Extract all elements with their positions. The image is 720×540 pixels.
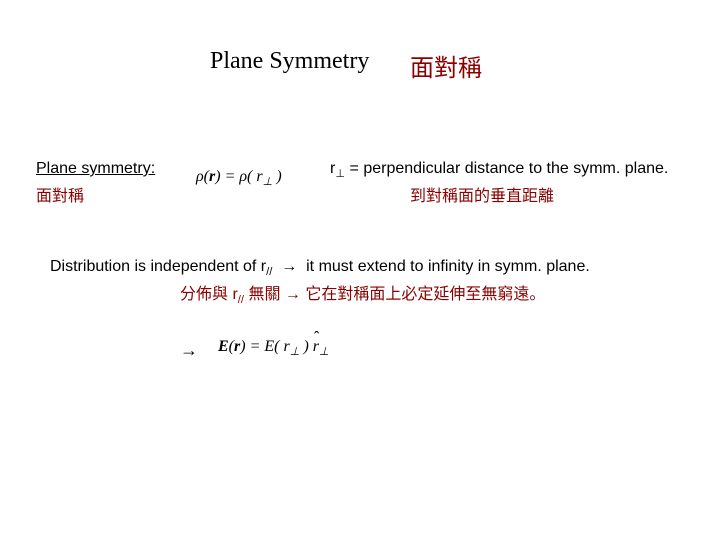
density-equation: ρ(r) = ρ( r⊥ ) [196, 168, 282, 188]
title-en: Plane Symmetry [210, 48, 369, 75]
plane-symmetry-label-en: Plane symmetry: [36, 160, 155, 178]
plane-symmetry-label-zh: 面對稱 [36, 182, 84, 206]
distribution-statement-en: Distribution is independent of r// → it … [50, 258, 590, 278]
r-perp-description-zh: 到對稱面的垂直距離 [410, 182, 554, 206]
title-zh: 面對稱 [410, 48, 482, 83]
r-perp-description-en: r⊥ = perpendicular distance to the symm.… [330, 160, 668, 180]
implies-arrow: → [180, 340, 198, 361]
distribution-statement-zh: 分佈與 r// 無關 → 它在對稱面上必定延伸至無窮遠。 [180, 280, 545, 306]
field-equation: E(r) = E( r⊥ ) r⊥ [218, 338, 329, 358]
